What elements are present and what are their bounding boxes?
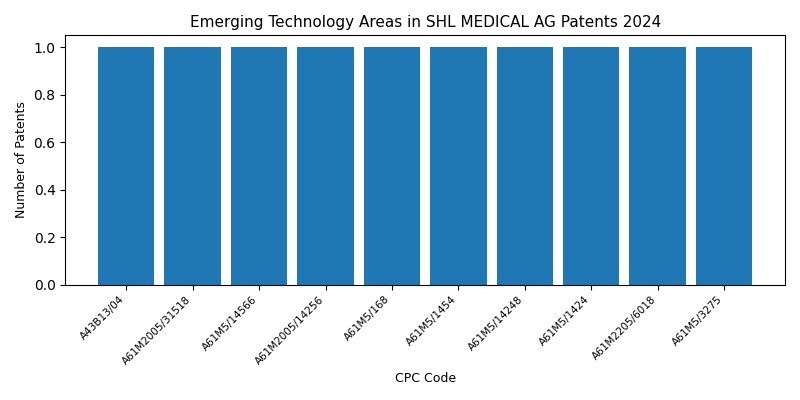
Y-axis label: Number of Patents: Number of Patents bbox=[15, 102, 28, 218]
Bar bbox=[696, 47, 752, 284]
Title: Emerging Technology Areas in SHL MEDICAL AG Patents 2024: Emerging Technology Areas in SHL MEDICAL… bbox=[190, 15, 661, 30]
Bar bbox=[231, 47, 287, 284]
X-axis label: CPC Code: CPC Code bbox=[394, 372, 456, 385]
Bar bbox=[98, 47, 154, 284]
Bar bbox=[298, 47, 354, 284]
Bar bbox=[563, 47, 619, 284]
Bar bbox=[165, 47, 221, 284]
Bar bbox=[364, 47, 420, 284]
Bar bbox=[430, 47, 486, 284]
Bar bbox=[630, 47, 686, 284]
Bar bbox=[497, 47, 553, 284]
